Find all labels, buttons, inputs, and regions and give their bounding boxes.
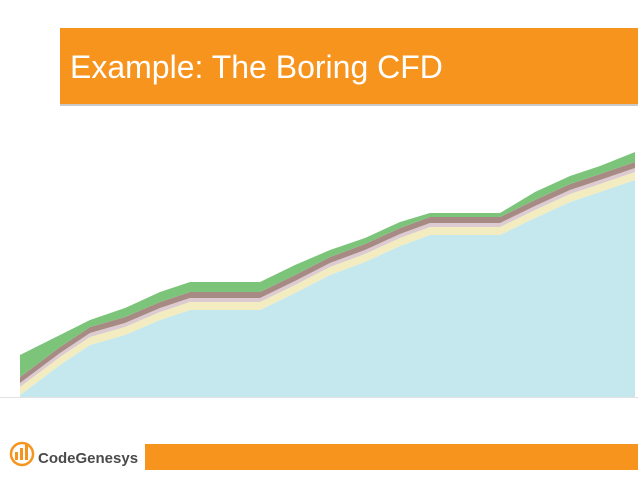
logo-icon-bar [20,448,23,460]
slide-title: Example: The Boring CFD [70,49,443,85]
area-band [20,168,635,387]
logo-icon-bar [15,452,18,460]
area-band [20,162,635,383]
logo: CodeGenesys [9,441,138,467]
logo-text: CodeGenesys [38,450,138,467]
title-bar [60,28,638,104]
logo-icon-bar [25,444,28,460]
area-band [20,180,635,397]
area-band [20,172,635,395]
footer-bar [145,444,638,470]
logo-icon [9,441,35,467]
plot-area [20,152,635,397]
